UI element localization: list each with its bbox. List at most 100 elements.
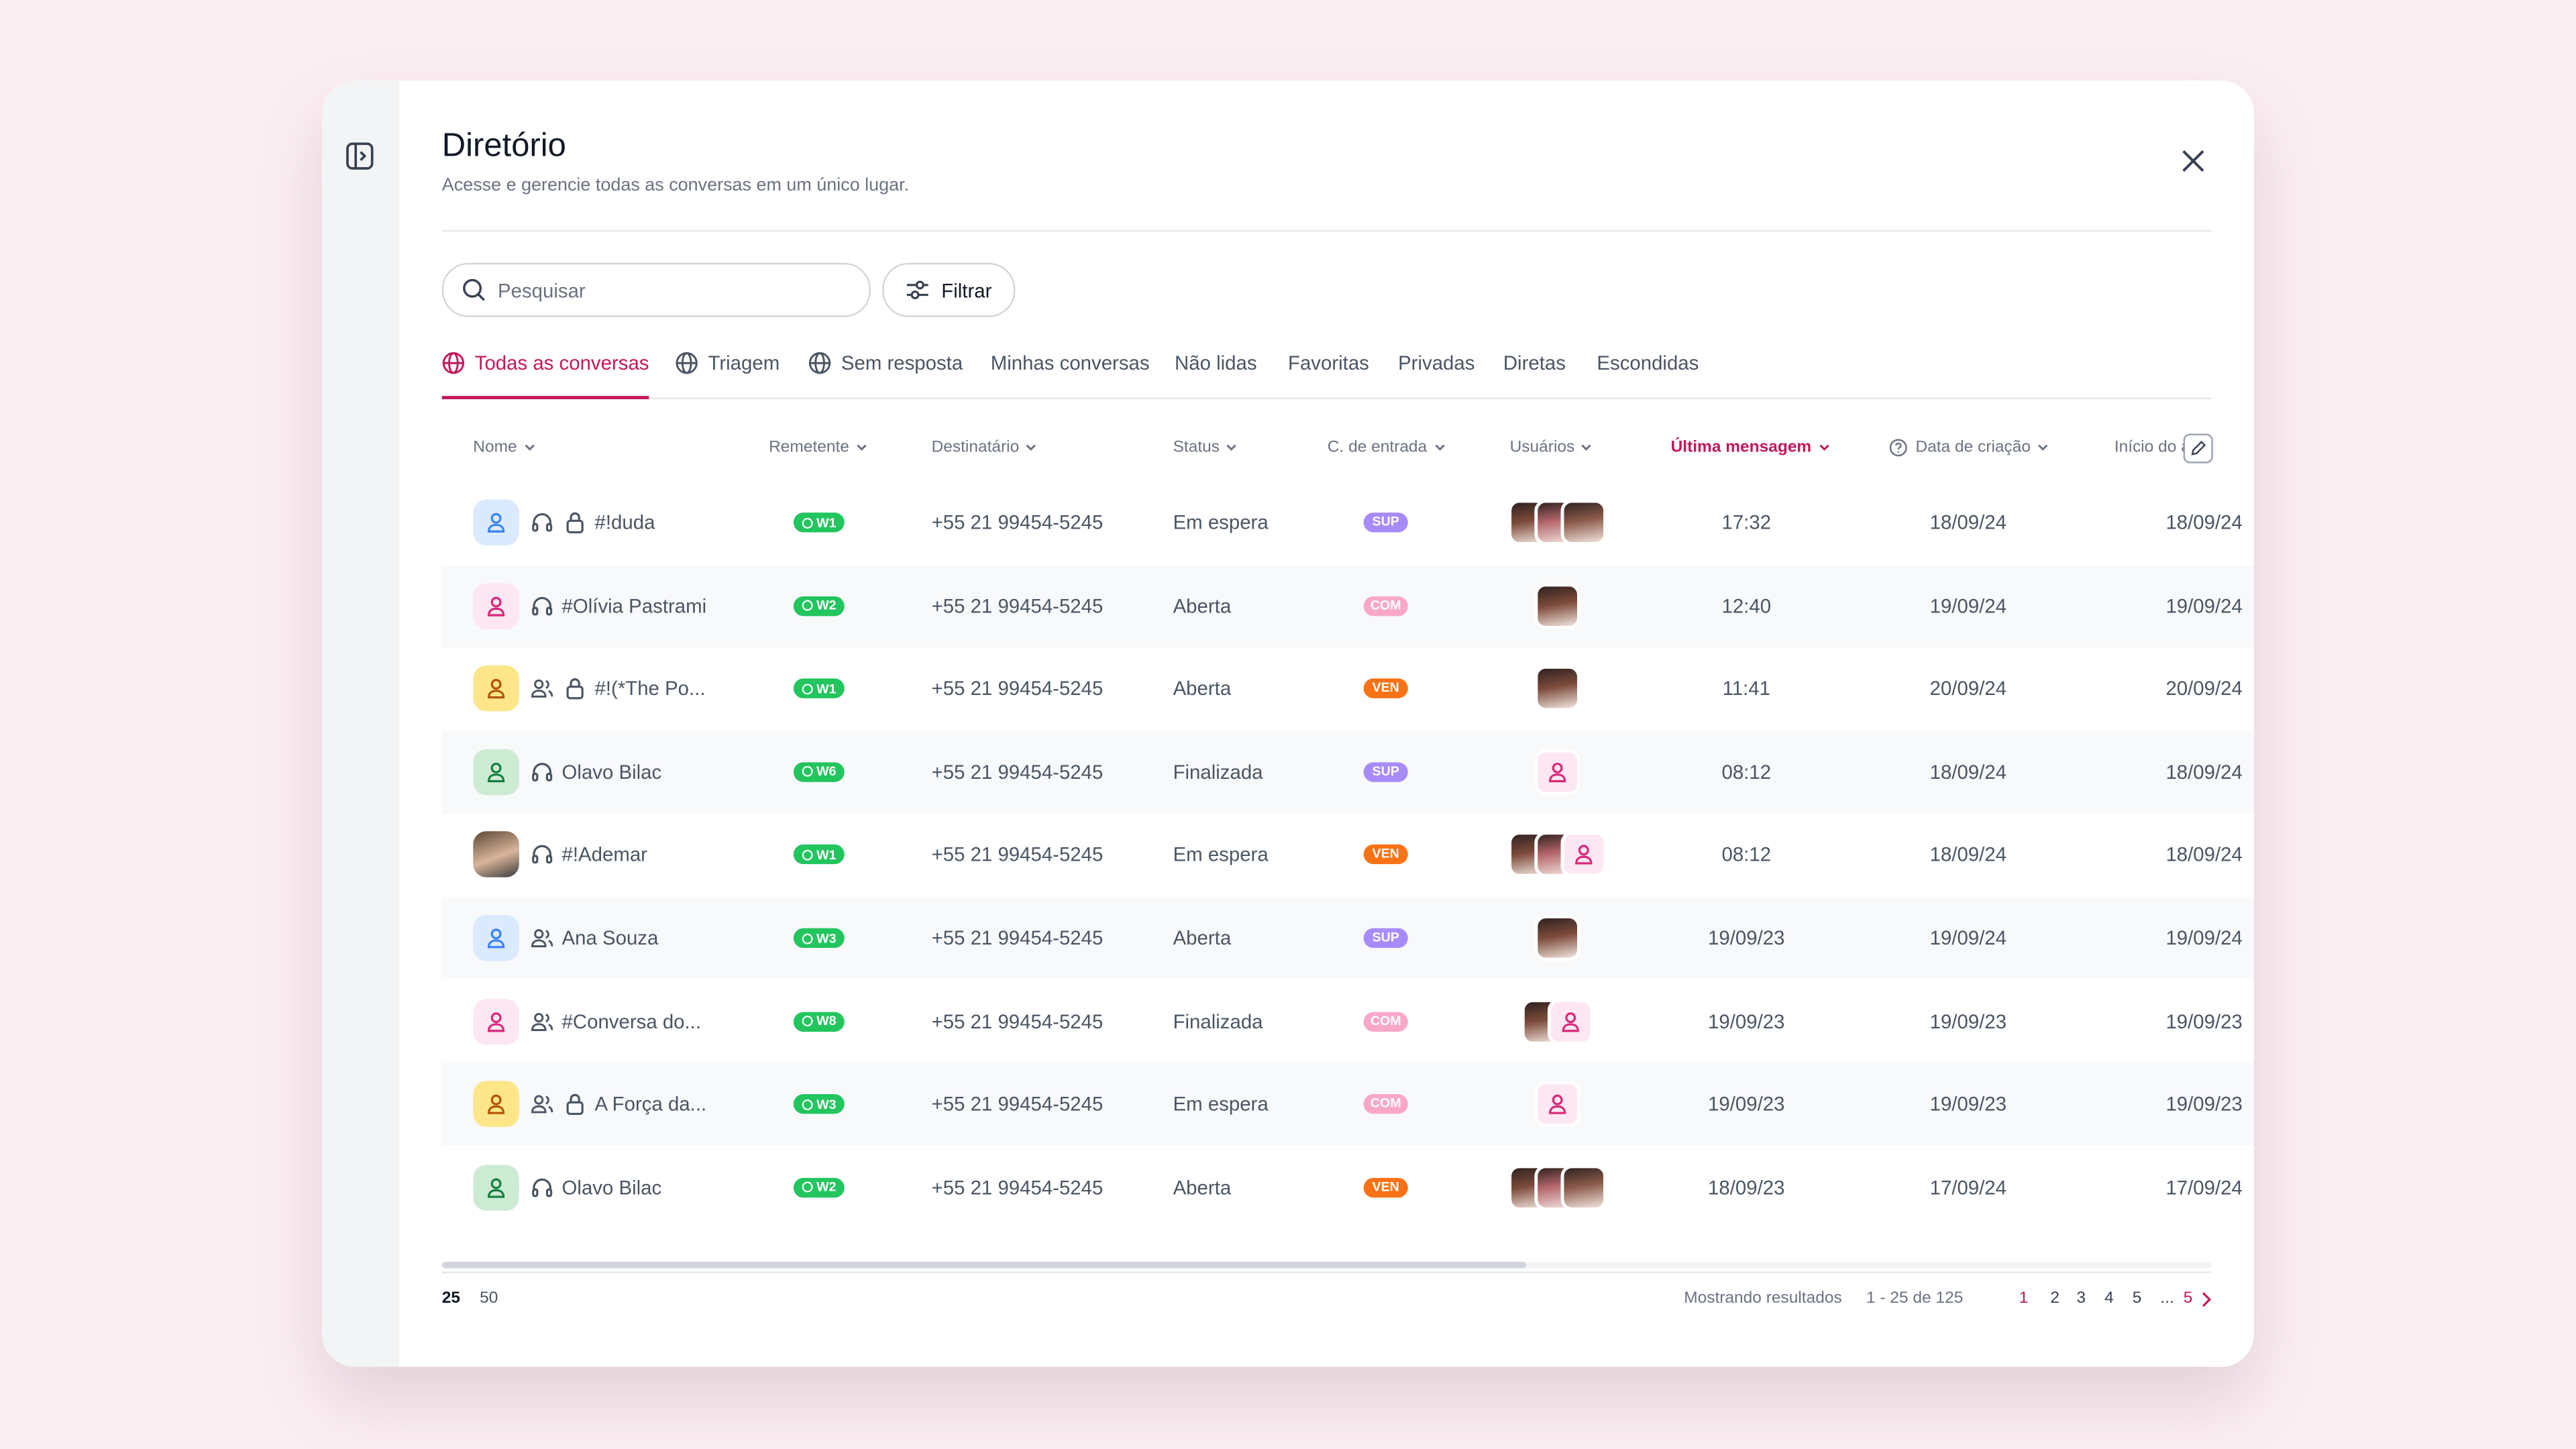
page-link[interactable]: 4 xyxy=(2104,1289,2114,1308)
sender-label: W3 xyxy=(816,930,837,946)
recipient: +55 21 99454-5245 xyxy=(931,760,1104,784)
column-header[interactable]: Usuários xyxy=(1510,435,1593,458)
table-row[interactable]: Olavo Bilac W2 +55 21 99454-5245 Aberta VEN 1… xyxy=(441,1146,2255,1229)
tab[interactable]: Escondidas xyxy=(1597,350,1699,376)
scroll-thumb[interactable] xyxy=(441,1261,1527,1269)
column-header[interactable]: Nome xyxy=(473,435,535,458)
headset-icon xyxy=(531,1176,553,1199)
channel-badge: VEN xyxy=(1363,845,1408,865)
lock-icon xyxy=(565,677,584,700)
tab[interactable]: Não lidas xyxy=(1175,350,1257,376)
column-header[interactable]: Status xyxy=(1173,435,1238,458)
page-link[interactable]: 5 xyxy=(2132,1289,2142,1308)
last-message: 17:32 xyxy=(1721,511,1772,534)
start-date: 20/09/24 xyxy=(2165,677,2243,700)
search-box[interactable]: Pesquisar xyxy=(441,262,871,317)
contact-avatar xyxy=(473,915,519,961)
table-row[interactable]: #Conversa do... W8 +55 21 99454-5245 Finali… xyxy=(441,980,2255,1063)
page-size-option[interactable]: 50 xyxy=(480,1289,498,1308)
created-date: 17/09/24 xyxy=(1929,1175,2007,1199)
filter-button[interactable]: Filtrar xyxy=(882,262,1016,317)
start-date: 19/09/23 xyxy=(2165,1010,2243,1033)
tab[interactable]: Favoritas xyxy=(1288,350,1369,376)
column-label: Destinatário xyxy=(931,437,1020,456)
divider xyxy=(441,229,2212,232)
column-header[interactable]: Destinatário xyxy=(932,435,1038,458)
status: Em espera xyxy=(1173,843,1269,867)
page-link[interactable]: 1 xyxy=(2019,1289,2029,1308)
column-header[interactable]: Início do a xyxy=(2114,435,2187,458)
tab[interactable]: Privadas xyxy=(1398,350,1474,376)
page-link[interactable]: 5 xyxy=(2183,1289,2193,1308)
lock-icon xyxy=(565,511,584,534)
filter-icon xyxy=(906,280,928,300)
page-size-option[interactable]: 25 xyxy=(441,1289,461,1308)
edit-columns-button[interactable] xyxy=(2183,433,2213,464)
channel-badge: SUP xyxy=(1363,761,1408,782)
page-link[interactable]: ... xyxy=(2160,1289,2174,1308)
table-row[interactable]: #!Ademar W1 +55 21 99454-5245 Em espera VEN 0… xyxy=(441,814,2255,896)
column-header[interactable]: Última mensagem xyxy=(1671,435,1830,458)
last-message: 19/09/23 xyxy=(1708,1010,1785,1033)
column-label: C. de entrada xyxy=(1327,437,1428,456)
tab[interactable]: Minhas conversas xyxy=(991,350,1150,376)
tab[interactable]: Diretas xyxy=(1503,350,1566,376)
created-date: 19/09/24 xyxy=(1929,926,2007,950)
table-row[interactable]: #Olívia Pastrami W2 +55 21 99454-5245 Abert… xyxy=(441,564,2255,647)
contact-avatar xyxy=(473,499,519,546)
sender-label: W6 xyxy=(816,764,837,780)
next-page[interactable] xyxy=(2202,1291,2212,1307)
status: Aberta xyxy=(1173,1175,1232,1199)
sender-badge: W2 xyxy=(793,595,845,616)
headset-icon xyxy=(531,760,553,783)
last-message: 11:41 xyxy=(1722,677,1770,700)
contact-avatar xyxy=(473,998,519,1044)
created-date: 18/09/24 xyxy=(1929,843,2007,867)
tab[interactable]: Sem resposta xyxy=(808,350,963,376)
status: Em espera xyxy=(1173,1093,1269,1116)
conversation-name: A Força da... xyxy=(594,1093,707,1116)
created-date: 18/09/24 xyxy=(1929,511,2007,534)
created-date: 20/09/24 xyxy=(1929,677,2007,700)
table-row[interactable]: Olavo Bilac W6 +55 21 99454-5245 Finalizada… xyxy=(441,731,2255,813)
filter-label: Filtrar xyxy=(941,279,992,303)
conversation-name: #Conversa do... xyxy=(561,1010,702,1033)
column-header[interactable]: Data de criação xyxy=(1889,435,2049,458)
created-date: 18/09/24 xyxy=(1929,760,2007,784)
last-message: 12:40 xyxy=(1721,594,1772,617)
created-date: 19/09/23 xyxy=(1929,1010,2007,1033)
contact-avatar xyxy=(473,832,519,878)
sender-label: W1 xyxy=(816,847,837,863)
column-label: Última mensagem xyxy=(1670,437,1812,456)
table-row[interactable]: #!(*The Po... W1 +55 21 99454-5245 Aberta VE… xyxy=(441,647,2255,730)
column-header[interactable]: Remetente xyxy=(769,435,867,458)
tab[interactable]: Triagem xyxy=(676,350,780,376)
tab[interactable]: Todas as conversas xyxy=(442,350,649,376)
tab-label: Todas as conversas xyxy=(474,352,649,375)
close-button[interactable] xyxy=(2182,150,2204,172)
sender-label: W2 xyxy=(816,1180,837,1195)
group-icon xyxy=(531,1093,553,1116)
sender-badge: W6 xyxy=(793,761,845,782)
start-date: 18/09/24 xyxy=(2165,760,2243,784)
table-row[interactable]: Ana Souza W3 +55 21 99454-5245 Aberta SUP 19/… xyxy=(441,897,2255,979)
table-row[interactable]: A Força da... W3 +55 21 99454-5245 Em esper… xyxy=(441,1063,2255,1146)
contact-avatar xyxy=(473,582,519,629)
status: Aberta xyxy=(1173,926,1232,950)
sidebar-toggle[interactable] xyxy=(345,142,374,171)
user-avatar xyxy=(1534,915,1580,961)
results-label: Mostrando resultados xyxy=(1684,1289,1842,1308)
column-label: Data de criação xyxy=(1915,437,2031,456)
sender-label: W3 xyxy=(816,1097,837,1112)
tab-icon xyxy=(442,352,465,374)
table-row[interactable]: #!duda W1 +55 21 99454-5245 Em espera SUP 17:… xyxy=(441,481,2255,564)
created-date: 19/09/23 xyxy=(1929,1093,2007,1116)
column-header[interactable]: C. de entrada xyxy=(1328,435,1445,458)
last-message: 19/09/23 xyxy=(1708,926,1785,950)
group-icon xyxy=(531,677,553,700)
page-link[interactable]: 2 xyxy=(2050,1289,2059,1308)
page-link[interactable]: 3 xyxy=(2076,1289,2086,1308)
user-avatar xyxy=(1534,749,1580,795)
